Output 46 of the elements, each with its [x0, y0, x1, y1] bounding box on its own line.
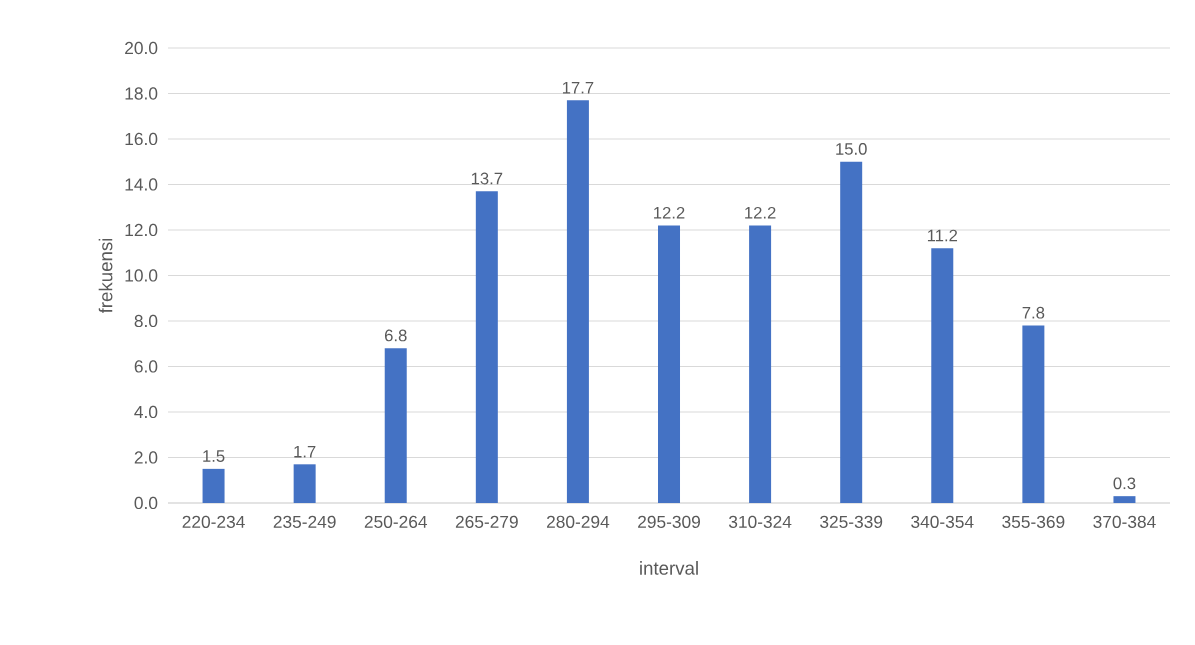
y-tick-label: 0.0: [134, 496, 158, 510]
x-tick-label: 355-369: [1002, 515, 1065, 528]
data-label: 6.8: [384, 329, 407, 342]
data-label: 0.3: [1113, 477, 1136, 490]
x-tick-label: 235-249: [273, 515, 336, 528]
y-tick-label: 16.0: [125, 132, 158, 146]
bar: [384, 348, 407, 503]
x-tick-label: 340-354: [911, 515, 974, 528]
bar: [293, 464, 316, 503]
x-tick-label: 250-264: [364, 515, 428, 528]
y-tick-label: 10.0: [125, 269, 158, 282]
bar: [840, 161, 863, 503]
data-label: 17.7: [562, 81, 594, 94]
x-tick-label: 325-339: [820, 515, 883, 528]
data-label: 12.2: [654, 206, 685, 219]
x-axis-title: interval: [640, 561, 698, 575]
data-label: 13.7: [471, 172, 503, 185]
y-tick-label: 4.0: [134, 405, 158, 419]
y-tick-label: 12.0: [125, 223, 158, 237]
x-tick-label: 370-384: [1093, 515, 1156, 528]
y-tick-label: 2.0: [134, 451, 158, 464]
bar: [475, 191, 498, 503]
x-tick-label: 295-309: [638, 515, 700, 528]
data-label: 1.5: [203, 450, 225, 462]
x-tick-label: 265-279: [455, 515, 518, 528]
y-tick-label: 8.0: [134, 314, 158, 328]
x-tick-label: 220-234: [182, 515, 245, 528]
data-label: 11.2: [927, 229, 958, 242]
bar: [749, 225, 772, 503]
x-tick-label: 280-294: [546, 515, 610, 528]
bar: [202, 468, 225, 503]
y-tick-label: 14.0: [125, 178, 158, 191]
y-axis-title: frekuensi: [98, 238, 113, 314]
bar: [931, 248, 954, 503]
y-tick-label: 6.0: [134, 360, 158, 373]
bar: [1022, 325, 1045, 503]
data-label: 12.2: [745, 206, 776, 219]
y-tick-label: 18.0: [125, 87, 158, 100]
data-label: 7.8: [1022, 306, 1045, 319]
data-label: 1.7: [294, 445, 316, 458]
bar: [658, 225, 681, 503]
data-label: 15.0: [836, 143, 867, 155]
y-tick-label: 20.0: [125, 41, 158, 55]
bar: [566, 100, 589, 503]
x-tick-label: 310-324: [728, 515, 792, 528]
bar: [1113, 496, 1136, 503]
